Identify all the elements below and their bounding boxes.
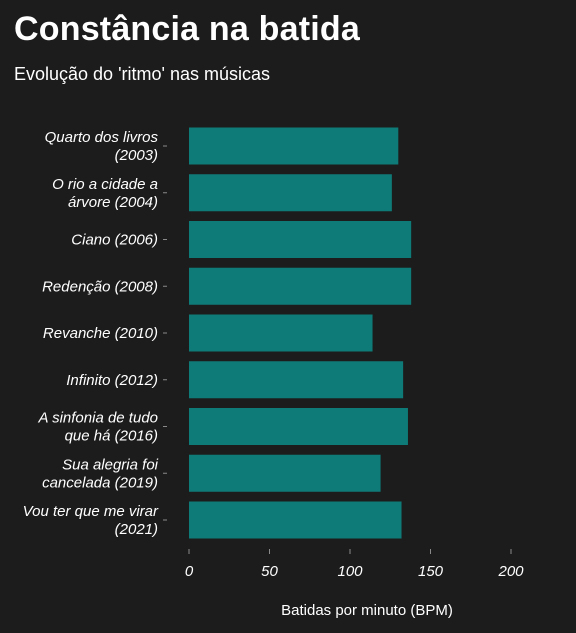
category-label-line: Vou ter que me virar: [23, 503, 159, 520]
x-tick-label: 50: [261, 563, 278, 580]
x-tick-label: 0: [185, 563, 194, 580]
category-label: Infinito (2012): [66, 372, 158, 389]
category-label-line: Infinito (2012): [66, 372, 158, 389]
bar: [189, 267, 412, 305]
category-label-line: Quarto dos livros: [45, 129, 159, 146]
bar: [189, 501, 402, 539]
x-tick-label: 100: [337, 563, 363, 580]
category-label: A sinfonia de tudo que há (2016): [37, 410, 158, 445]
category-label: O rio a cidade a árvore (2004): [52, 176, 158, 211]
category-label-line: árvore (2004): [68, 194, 158, 211]
bars-group: [189, 127, 412, 539]
bar: [189, 408, 408, 445]
category-label-line: Sua alegria foi: [62, 456, 159, 473]
category-label: Quarto dos livros (2003): [45, 129, 159, 164]
bar: [189, 314, 373, 352]
category-label-line: O rio a cidade a: [52, 176, 158, 193]
chart-subtitle: Evolução do 'ritmo' nas músicas: [14, 64, 270, 84]
x-axis-ticks: 0 50 100 150 200: [185, 549, 524, 580]
bar: [189, 127, 399, 165]
bar: [189, 221, 412, 258]
category-label: Sua alegria foi cancelada (2019): [42, 456, 159, 491]
category-label-line: A sinfonia de tudo: [37, 410, 158, 427]
category-label: Vou ter que me virar (2021): [23, 503, 159, 538]
category-label-line: (2021): [115, 521, 158, 538]
x-tick-label: 200: [497, 563, 524, 580]
x-tick-label: 150: [418, 563, 444, 580]
category-label-line: Redenção (2008): [42, 278, 158, 295]
category-label-line: (2003): [115, 147, 158, 164]
chart-title: Constância na batida: [14, 10, 360, 48]
x-axis-title: Batidas por minuto (BPM): [281, 602, 453, 619]
bar: [189, 174, 392, 212]
category-label: Ciano (2006): [71, 232, 158, 249]
category-label-line: cancelada (2019): [42, 474, 158, 491]
category-label: Redenção (2008): [42, 278, 158, 295]
bar: [189, 361, 404, 399]
bar: [189, 454, 381, 492]
category-label-line: Ciano (2006): [71, 232, 158, 249]
category-label-line: que há (2016): [65, 428, 158, 445]
category-label-line: Revanche (2010): [43, 325, 158, 342]
category-label: Revanche (2010): [43, 325, 158, 342]
